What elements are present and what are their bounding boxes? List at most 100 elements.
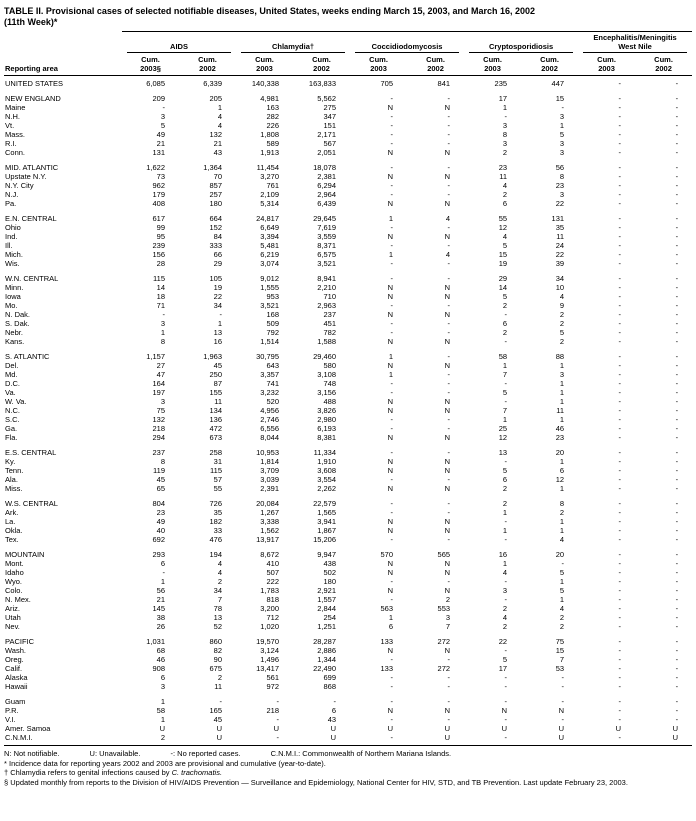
value-cell: 4 — [445, 214, 451, 223]
value-cell: 8,941 — [317, 274, 337, 283]
value-cell: - — [675, 646, 679, 655]
value-cell: - — [675, 79, 679, 88]
value-cell: 1,910 — [317, 457, 337, 466]
value-cell: 1 — [559, 397, 565, 406]
col-group-label: Coccidiodomycosis — [355, 42, 460, 53]
value-cell: - — [447, 319, 451, 328]
value-cell: 222 — [266, 577, 280, 586]
value-cell: - — [675, 499, 679, 508]
value-cell: 40 — [156, 526, 165, 535]
value-cell: 57 — [213, 475, 223, 484]
value-cell: 3,270 — [260, 172, 280, 181]
value-cell: - — [447, 379, 451, 388]
value-cell: - — [618, 310, 622, 319]
value-cell: - — [504, 673, 508, 682]
value-cell: U — [501, 724, 508, 733]
value-cell: - — [618, 121, 622, 130]
value-cell: 22 — [498, 637, 508, 646]
value-cell: - — [618, 328, 622, 337]
value-cell: 75 — [156, 406, 165, 415]
value-cell: - — [675, 223, 679, 232]
value-cell: - — [447, 112, 451, 121]
reporting-area-cell: Wis. — [5, 259, 20, 268]
value-cell: - — [618, 103, 622, 112]
value-cell: - — [447, 259, 451, 268]
table-row: E.S. CENTRAL 237 258 10,953 11,334 - - 13 20 - - — [4, 442, 692, 457]
value-cell: 580 — [323, 361, 337, 370]
reporting-area-cell: E.S. CENTRAL — [5, 448, 57, 457]
value-cell: - — [675, 577, 679, 586]
col-header-coccidiodomycosis-2003: Cum. 2003 — [350, 53, 408, 76]
value-cell: N — [387, 361, 394, 370]
value-cell: 8 — [559, 172, 565, 181]
value-cell: - — [618, 577, 622, 586]
value-cell: N — [444, 397, 451, 406]
reporting-area-cell: Ga. — [5, 424, 18, 433]
value-cell: - — [447, 448, 451, 457]
value-cell: 699 — [323, 673, 337, 682]
value-cell: 43 — [213, 148, 223, 157]
value-cell: 24 — [555, 241, 565, 250]
value-cell: 5 — [160, 121, 165, 130]
value-cell: U — [293, 733, 351, 746]
value-cell: - — [504, 646, 508, 655]
value-cell: - — [447, 697, 451, 706]
value-cell: 73 — [156, 172, 165, 181]
value-cell: - — [618, 319, 622, 328]
value-cell: - — [618, 223, 622, 232]
value-cell: 520 — [266, 397, 280, 406]
value-cell: - — [618, 499, 622, 508]
value-cell: - — [447, 241, 451, 250]
value-cell: 3 — [160, 112, 165, 121]
value-cell: - — [675, 274, 679, 283]
value-cell: 1,496 — [260, 655, 280, 664]
value-cell: - — [675, 370, 679, 379]
value-cell: 792 — [266, 328, 280, 337]
value-cell: 194 — [209, 550, 223, 559]
value-cell: 589 — [266, 139, 280, 148]
value-cell: 1,267 — [260, 508, 280, 517]
value-cell: - — [618, 172, 622, 181]
value-cell: - — [618, 622, 622, 631]
table-row: W.S. CENTRAL 804 726 20,084 22,579 - - 2 8 - - — [4, 493, 692, 508]
value-cell: 7 — [559, 655, 565, 664]
value-cell: - — [390, 424, 394, 433]
col-header-cryptosporidiosis-2003: Cum. 2003 — [464, 53, 522, 76]
value-cell: 3 — [160, 319, 165, 328]
col-group-label: Cryptosporidiosis — [469, 42, 574, 53]
value-cell: U — [444, 724, 451, 733]
value-cell: 2,051 — [317, 148, 337, 157]
value-cell: - — [618, 637, 622, 646]
value-cell: - — [618, 508, 622, 517]
value-cell: 282 — [266, 112, 280, 121]
value-cell: - — [675, 292, 679, 301]
value-cell: - — [618, 139, 622, 148]
table-row: Ga. 218 472 6,556 6,193 - - 25 46 - - — [4, 424, 692, 433]
value-cell: - — [675, 328, 679, 337]
col-header-chlamydia-2002: Cum. 2002 — [293, 53, 351, 76]
value-cell: 15,206 — [313, 535, 337, 544]
value-cell: N — [387, 706, 394, 715]
value-cell: 34 — [213, 301, 223, 310]
value-cell: 3,039 — [260, 475, 280, 484]
value-cell: N — [387, 283, 394, 292]
table-row: UNITED STATES 6,085 6,339 140,338 163,833 705… — [4, 76, 692, 89]
value-cell: U — [558, 724, 565, 733]
value-cell: 2,746 — [260, 415, 280, 424]
table-row: Wyo. 1 2 222 180- - -1- - — [4, 577, 692, 586]
value-cell: - — [675, 457, 679, 466]
value-cell: 570 — [380, 550, 394, 559]
value-cell: 16 — [213, 337, 223, 346]
value-cell: 3,941 — [317, 517, 337, 526]
value-cell: - — [390, 130, 394, 139]
value-cell: 860 — [209, 637, 223, 646]
value-cell: 1 — [388, 352, 394, 361]
value-cell: - — [447, 655, 451, 664]
value-cell: - — [618, 475, 622, 484]
value-cell: 1 — [559, 484, 565, 493]
value-cell: 2,171 — [317, 130, 337, 139]
value-cell: 19,570 — [256, 637, 280, 646]
value-cell: 31 — [213, 457, 223, 466]
value-cell: 347 — [323, 112, 337, 121]
value-cell: - — [390, 499, 394, 508]
